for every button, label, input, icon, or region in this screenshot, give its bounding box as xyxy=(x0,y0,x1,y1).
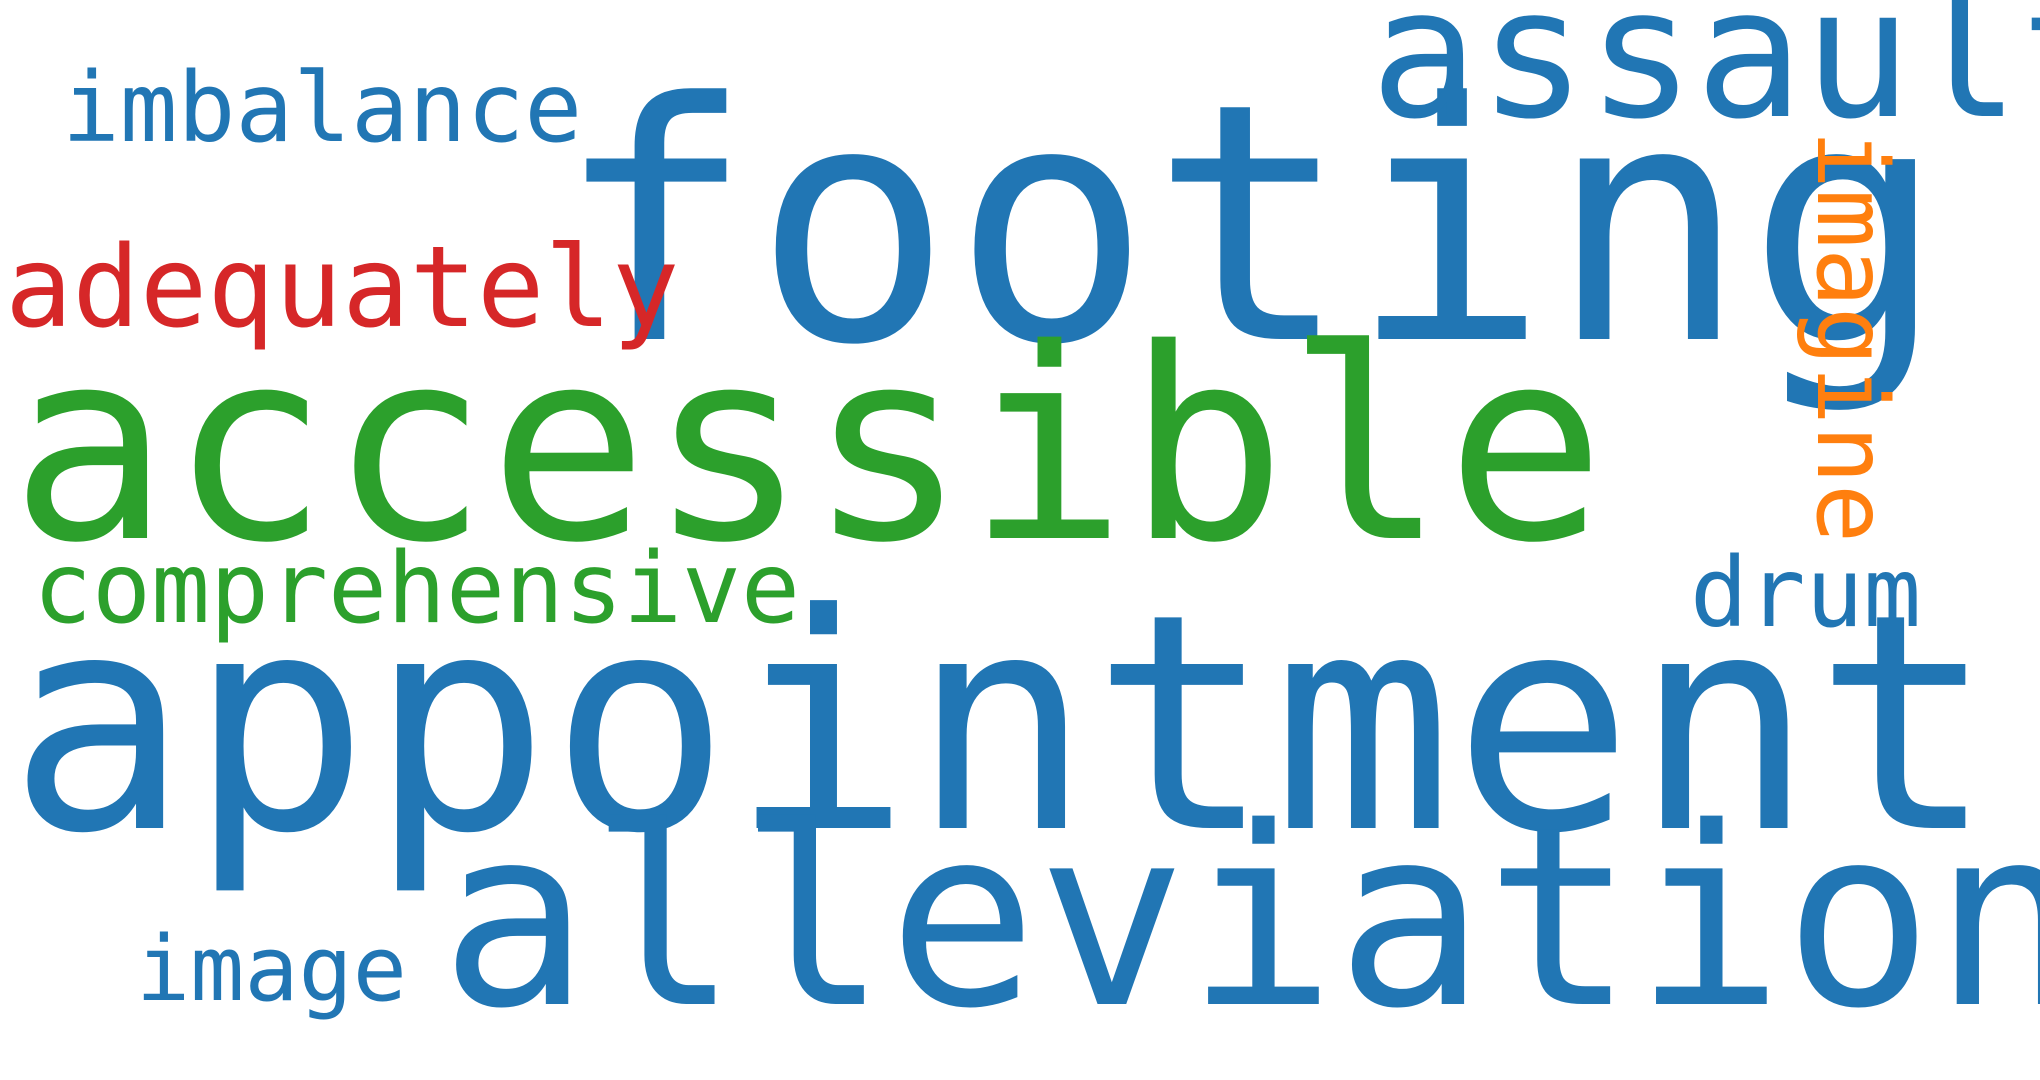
word-drum: drum xyxy=(1690,537,1922,649)
word-imbalance: imbalance xyxy=(62,52,583,164)
word-appointment: appointment xyxy=(8,550,1995,899)
word-footing: footing xyxy=(555,33,1946,417)
word-alleviation: alleviation xyxy=(440,775,2040,1063)
word-assault: assault xyxy=(1370,0,2040,159)
word-image: image xyxy=(136,917,407,1022)
word-adequately: adequately xyxy=(5,223,680,353)
word-imagine: imagine xyxy=(1794,130,1908,544)
word-accessible: accessible xyxy=(10,293,1606,601)
word-comprehensive: comprehensive xyxy=(33,532,801,646)
